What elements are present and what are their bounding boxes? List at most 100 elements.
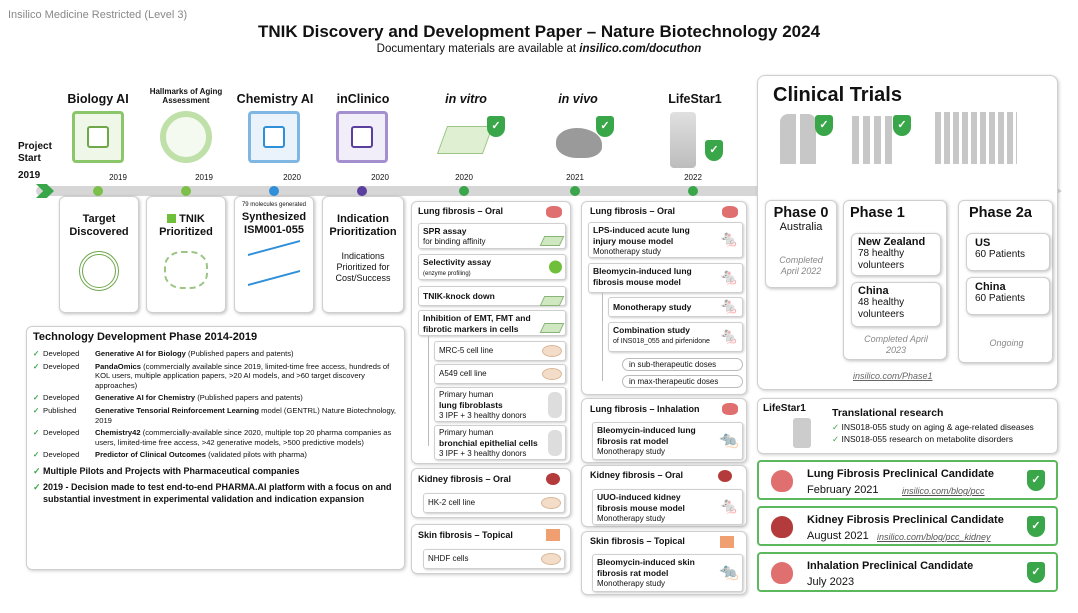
tnik-knockdown-row: TNIK-knock down bbox=[418, 286, 566, 306]
milestone-dot bbox=[459, 186, 469, 196]
lps-row: LPS-induced acute lung injury mouse mode… bbox=[588, 222, 743, 258]
spr-sub: for binding affinity bbox=[423, 237, 486, 246]
tnik-kd-label: TNIK-knock down bbox=[423, 291, 495, 301]
milestone-dot bbox=[269, 186, 279, 196]
tech-item-detail: (Published papers and patents) bbox=[195, 393, 303, 403]
plf-c: 3 IPF + 3 healthy donors bbox=[439, 411, 527, 420]
tech-item-name: Predictor of Clinical Outcomes bbox=[95, 450, 206, 460]
vivo-lung-title: Lung fibrosis – Oral bbox=[590, 206, 676, 216]
kidney-icon bbox=[718, 470, 732, 482]
spr-label: SPR assay bbox=[423, 226, 467, 236]
lung-candidate-card: Lung Fibrosis Preclinical Candidate Febr… bbox=[757, 460, 1058, 500]
plate-icon bbox=[539, 323, 565, 333]
us-patients: 60 Patients bbox=[975, 249, 1026, 260]
phase1-link[interactable]: insilico.com/Phase1 bbox=[853, 371, 933, 381]
phase0-status: Completed April 2022 bbox=[779, 255, 823, 276]
nz-volunteers: 78 healthy volunteers bbox=[858, 248, 905, 271]
check-shield-icon: ✓ bbox=[1027, 562, 1045, 583]
sel-sub: (enzyme profiling) bbox=[423, 271, 471, 277]
well-plate-icon bbox=[436, 126, 494, 154]
milestone-dot bbox=[181, 186, 191, 196]
rat-sub: Monotherapy study bbox=[597, 447, 666, 456]
kidney-candidate-link[interactable]: insilico.com/blog/pcc_kidney bbox=[877, 532, 991, 542]
tech-extra-1-text: Multiple Pilots and Projects with Pharma… bbox=[43, 465, 300, 476]
tech-list-item: ✓ Developed Chemistry42 (commercially-avai… bbox=[33, 428, 392, 447]
vivo-check-shield-icon: ✓ bbox=[596, 116, 614, 137]
skin-rat-row: Bleomycin-induced skin fibrosis rat mode… bbox=[592, 554, 743, 592]
tech-dev-panel: Technology Development Phase 2014-2019 ✓… bbox=[26, 326, 405, 570]
tech-list-item: ✓ Developed Predictor of Clinical Outcomes… bbox=[33, 450, 307, 460]
tech-list-item: ✓ Developed PandaOmics (commercially avail… bbox=[33, 361, 390, 390]
check-shield-icon: ✓ bbox=[1027, 470, 1045, 491]
chemistry-chip-icon bbox=[248, 111, 300, 163]
translational-item-2: ✓ INS018-055 research on metabolite diso… bbox=[832, 434, 1013, 444]
lps-sub: Monotherapy study bbox=[593, 247, 662, 256]
lung-candidate-link[interactable]: insilico.com/blog/pcc bbox=[902, 486, 985, 496]
timeline-start-arrow bbox=[36, 184, 54, 198]
molecules-generated-label: 79 molecules generated bbox=[241, 202, 307, 208]
pbe-b: bronchial epithelial cells bbox=[439, 438, 538, 448]
page-subtitle: Documentary materials are available at i… bbox=[0, 43, 1078, 55]
vitro-kidney-title: Kidney fibrosis – Oral bbox=[418, 474, 512, 484]
vitro-skin-title: Skin fibrosis – Topical bbox=[418, 530, 513, 540]
bleo-mouse-row: Bleomycin-induced lung fibrosis mouse mo… bbox=[588, 263, 743, 293]
col-lifestar1: LifeStar1 bbox=[668, 92, 722, 106]
tech-item-name: Generative Tensorial Reinforcement Learn… bbox=[95, 405, 260, 415]
plf-a: Primary human bbox=[439, 390, 494, 399]
lifestar-check-shield-icon: ✓ bbox=[705, 140, 723, 161]
petri-dish-icon bbox=[541, 553, 561, 565]
plf-b: lung fibroblasts bbox=[439, 400, 503, 410]
tech-item-verb: Developed bbox=[43, 450, 80, 460]
rat-icon: 🐀 bbox=[719, 564, 739, 581]
tech-item-detail: (commercially available since 2019, limi… bbox=[95, 361, 390, 390]
translational-item-1-text: INS018-055 study on aging & age-related … bbox=[841, 422, 1034, 432]
mrc5-row: MRC-5 cell line bbox=[434, 341, 566, 361]
tech-item-detail: (Published papers and patents) bbox=[185, 349, 294, 358]
china-p1-country: China bbox=[858, 285, 889, 297]
china-p2-card: China 60 Patients bbox=[966, 277, 1050, 315]
tech-item-verb: Developed bbox=[43, 393, 80, 403]
tech-item-name: Generative AI for Chemistry bbox=[95, 393, 196, 403]
docuthon-link[interactable]: insilico.com/docuthon bbox=[579, 43, 702, 55]
col-chemistry-ai: Chemistry AI bbox=[236, 92, 314, 106]
a549-row: A549 cell line bbox=[434, 364, 566, 384]
tnik-prioritized-label: TNIK Prioritized bbox=[151, 213, 221, 239]
timeline-bar bbox=[36, 186, 1056, 196]
tnik-prioritized-card: TNIK Prioritized bbox=[146, 196, 226, 313]
kidney-candidate-date: August 2021 bbox=[807, 530, 869, 542]
lungs-icon bbox=[722, 206, 738, 218]
petri-dish-icon bbox=[542, 368, 562, 380]
body-lungs-icon bbox=[548, 391, 562, 418]
skin-icon bbox=[720, 536, 734, 548]
mouse-icon: 🐁 bbox=[719, 269, 739, 286]
green-square-icon bbox=[167, 214, 177, 223]
synthesized-card: 79 molecules generated Synthesized ISM00… bbox=[234, 196, 314, 313]
plate-icon bbox=[539, 296, 565, 306]
mouse-icon: 🐁 bbox=[719, 328, 739, 345]
inhalation-candidate-date: July 2023 bbox=[807, 576, 855, 588]
page-title: TNIK Discovery and Development Paper – N… bbox=[257, 22, 821, 41]
pbe-c: 3 IPF + 3 healthy donors bbox=[439, 449, 527, 458]
phase1-card: Phase 1 Completed April 2023 bbox=[843, 200, 947, 360]
body-lungs-icon bbox=[548, 429, 562, 456]
tech-item-detail: (commercially-available since 2020, mult… bbox=[95, 428, 392, 447]
phase1-check-shield-icon: ✓ bbox=[893, 115, 911, 136]
tech-dev-title: Technology Development Phase 2014-2019 bbox=[33, 331, 258, 343]
tech-item-verb: Developed bbox=[43, 361, 80, 371]
phase2a-title: Phase 2a bbox=[969, 205, 1032, 221]
mono-row: Monotherapy study 🐁 bbox=[608, 297, 743, 317]
rat-row: Bleomycin-induced lung fibrosis rat mode… bbox=[592, 422, 743, 460]
phase2a-status: Ongoing bbox=[989, 338, 1024, 348]
tech-item-verb: Published bbox=[43, 405, 77, 415]
china-p2-patients: 60 Patients bbox=[975, 293, 1026, 304]
kidney-icon bbox=[546, 473, 560, 485]
mouse-icon: 🐁 bbox=[719, 298, 739, 315]
milestone-dot bbox=[357, 186, 367, 196]
dna-icon bbox=[79, 251, 119, 291]
translational-title: Translational research bbox=[832, 407, 944, 419]
col-in-vivo: in vivo bbox=[558, 92, 598, 106]
kidney-candidate-title: Kidney Fibrosis Preclinical Candidate bbox=[807, 514, 1004, 526]
year-label: 2019 bbox=[109, 173, 127, 182]
year-label: 2020 bbox=[371, 173, 389, 182]
mono-label: Monotherapy study bbox=[613, 302, 692, 312]
